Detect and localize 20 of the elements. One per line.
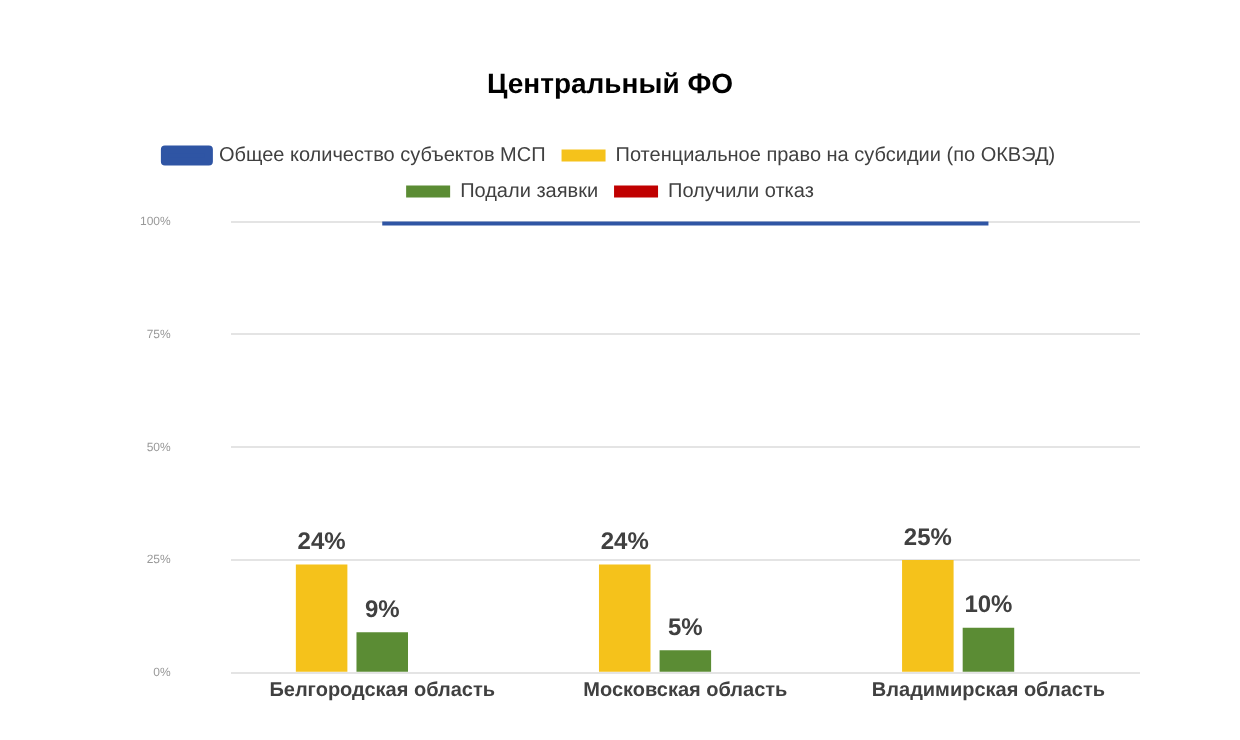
data-label: 24% [297,527,347,556]
bar [356,632,409,672]
chart-title: Центральный ФО [486,66,734,99]
data-label: 9% [364,594,401,623]
legend-label: Потенциальное право на субсидии (по ОКВЭД) [615,145,1056,168]
data-label: 10% [964,590,1014,619]
legend-label: Подали заявки [460,181,599,204]
data-label: 24% [600,527,650,556]
data-label: 5% [668,612,704,641]
x-tick-label: Белгородская область [269,680,496,703]
x-tick-label: Московская область [583,680,788,703]
legend-label: Получили отказ [668,181,815,204]
bar [962,627,1015,672]
data-label: 25% [903,522,953,551]
x-tick-label: Владимирская область [871,680,1106,703]
legend-label: Общее количество субъектов МСП [218,145,546,168]
bar [659,650,712,672]
bar [295,564,348,672]
bar [598,564,651,672]
bar [902,560,954,672]
